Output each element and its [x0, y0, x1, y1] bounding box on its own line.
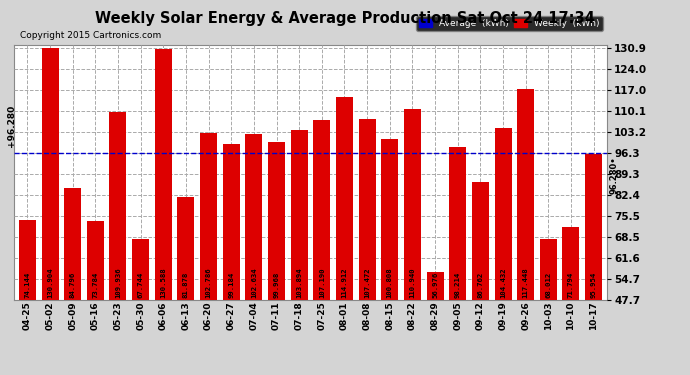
Text: 73.784: 73.784: [92, 272, 99, 298]
Bar: [268, 142, 285, 300]
Text: 71.794: 71.794: [568, 272, 574, 298]
Text: 109.936: 109.936: [115, 268, 121, 298]
Bar: [64, 188, 81, 300]
Bar: [472, 182, 489, 300]
Text: 81.878: 81.878: [183, 272, 189, 298]
Text: 86.762: 86.762: [477, 272, 484, 298]
Bar: [336, 97, 353, 300]
Text: Copyright 2015 Cartronics.com: Copyright 2015 Cartronics.com: [20, 31, 161, 40]
Bar: [41, 48, 59, 300]
Bar: [223, 144, 239, 300]
Text: 114.912: 114.912: [342, 268, 348, 298]
Text: 96.280•: 96.280•: [609, 156, 618, 194]
Bar: [246, 134, 262, 300]
Bar: [540, 238, 557, 300]
Text: 130.588: 130.588: [160, 268, 166, 298]
Bar: [155, 49, 172, 300]
Bar: [132, 239, 149, 300]
Bar: [359, 119, 375, 300]
Bar: [449, 147, 466, 300]
Text: 130.904: 130.904: [47, 268, 53, 298]
Text: 107.190: 107.190: [319, 268, 325, 298]
Text: 102.786: 102.786: [206, 268, 212, 298]
Text: 103.894: 103.894: [296, 268, 302, 298]
Text: 107.472: 107.472: [364, 268, 370, 298]
Bar: [177, 196, 195, 300]
Text: 99.968: 99.968: [273, 272, 279, 298]
Bar: [382, 140, 398, 300]
Bar: [495, 128, 511, 300]
Text: 110.940: 110.940: [409, 268, 415, 298]
Bar: [19, 220, 36, 300]
Text: 67.744: 67.744: [137, 272, 144, 298]
Bar: [426, 272, 444, 300]
Text: 117.448: 117.448: [522, 268, 529, 298]
Bar: [290, 130, 308, 300]
Bar: [200, 134, 217, 300]
Text: 98.214: 98.214: [455, 272, 461, 298]
Bar: [313, 120, 331, 300]
Text: 68.012: 68.012: [545, 272, 551, 298]
Text: Weekly Solar Energy & Average Production Sat Oct 24 17:34: Weekly Solar Energy & Average Production…: [95, 11, 595, 26]
Bar: [585, 154, 602, 300]
Bar: [562, 227, 580, 300]
Text: 102.634: 102.634: [251, 268, 257, 298]
Legend: Average  (kWh), Weekly  (kWh): Average (kWh), Weekly (kWh): [416, 16, 602, 31]
Text: 74.144: 74.144: [24, 272, 30, 298]
Text: 104.432: 104.432: [500, 268, 506, 298]
Text: 100.808: 100.808: [387, 268, 393, 298]
Text: +96.280: +96.280: [7, 105, 16, 147]
Bar: [87, 221, 104, 300]
Text: 84.796: 84.796: [70, 272, 76, 298]
Text: 95.954: 95.954: [591, 272, 597, 298]
Bar: [110, 112, 126, 300]
Text: 99.184: 99.184: [228, 272, 234, 298]
Bar: [518, 89, 534, 300]
Bar: [404, 109, 421, 300]
Text: 56.976: 56.976: [432, 272, 438, 298]
